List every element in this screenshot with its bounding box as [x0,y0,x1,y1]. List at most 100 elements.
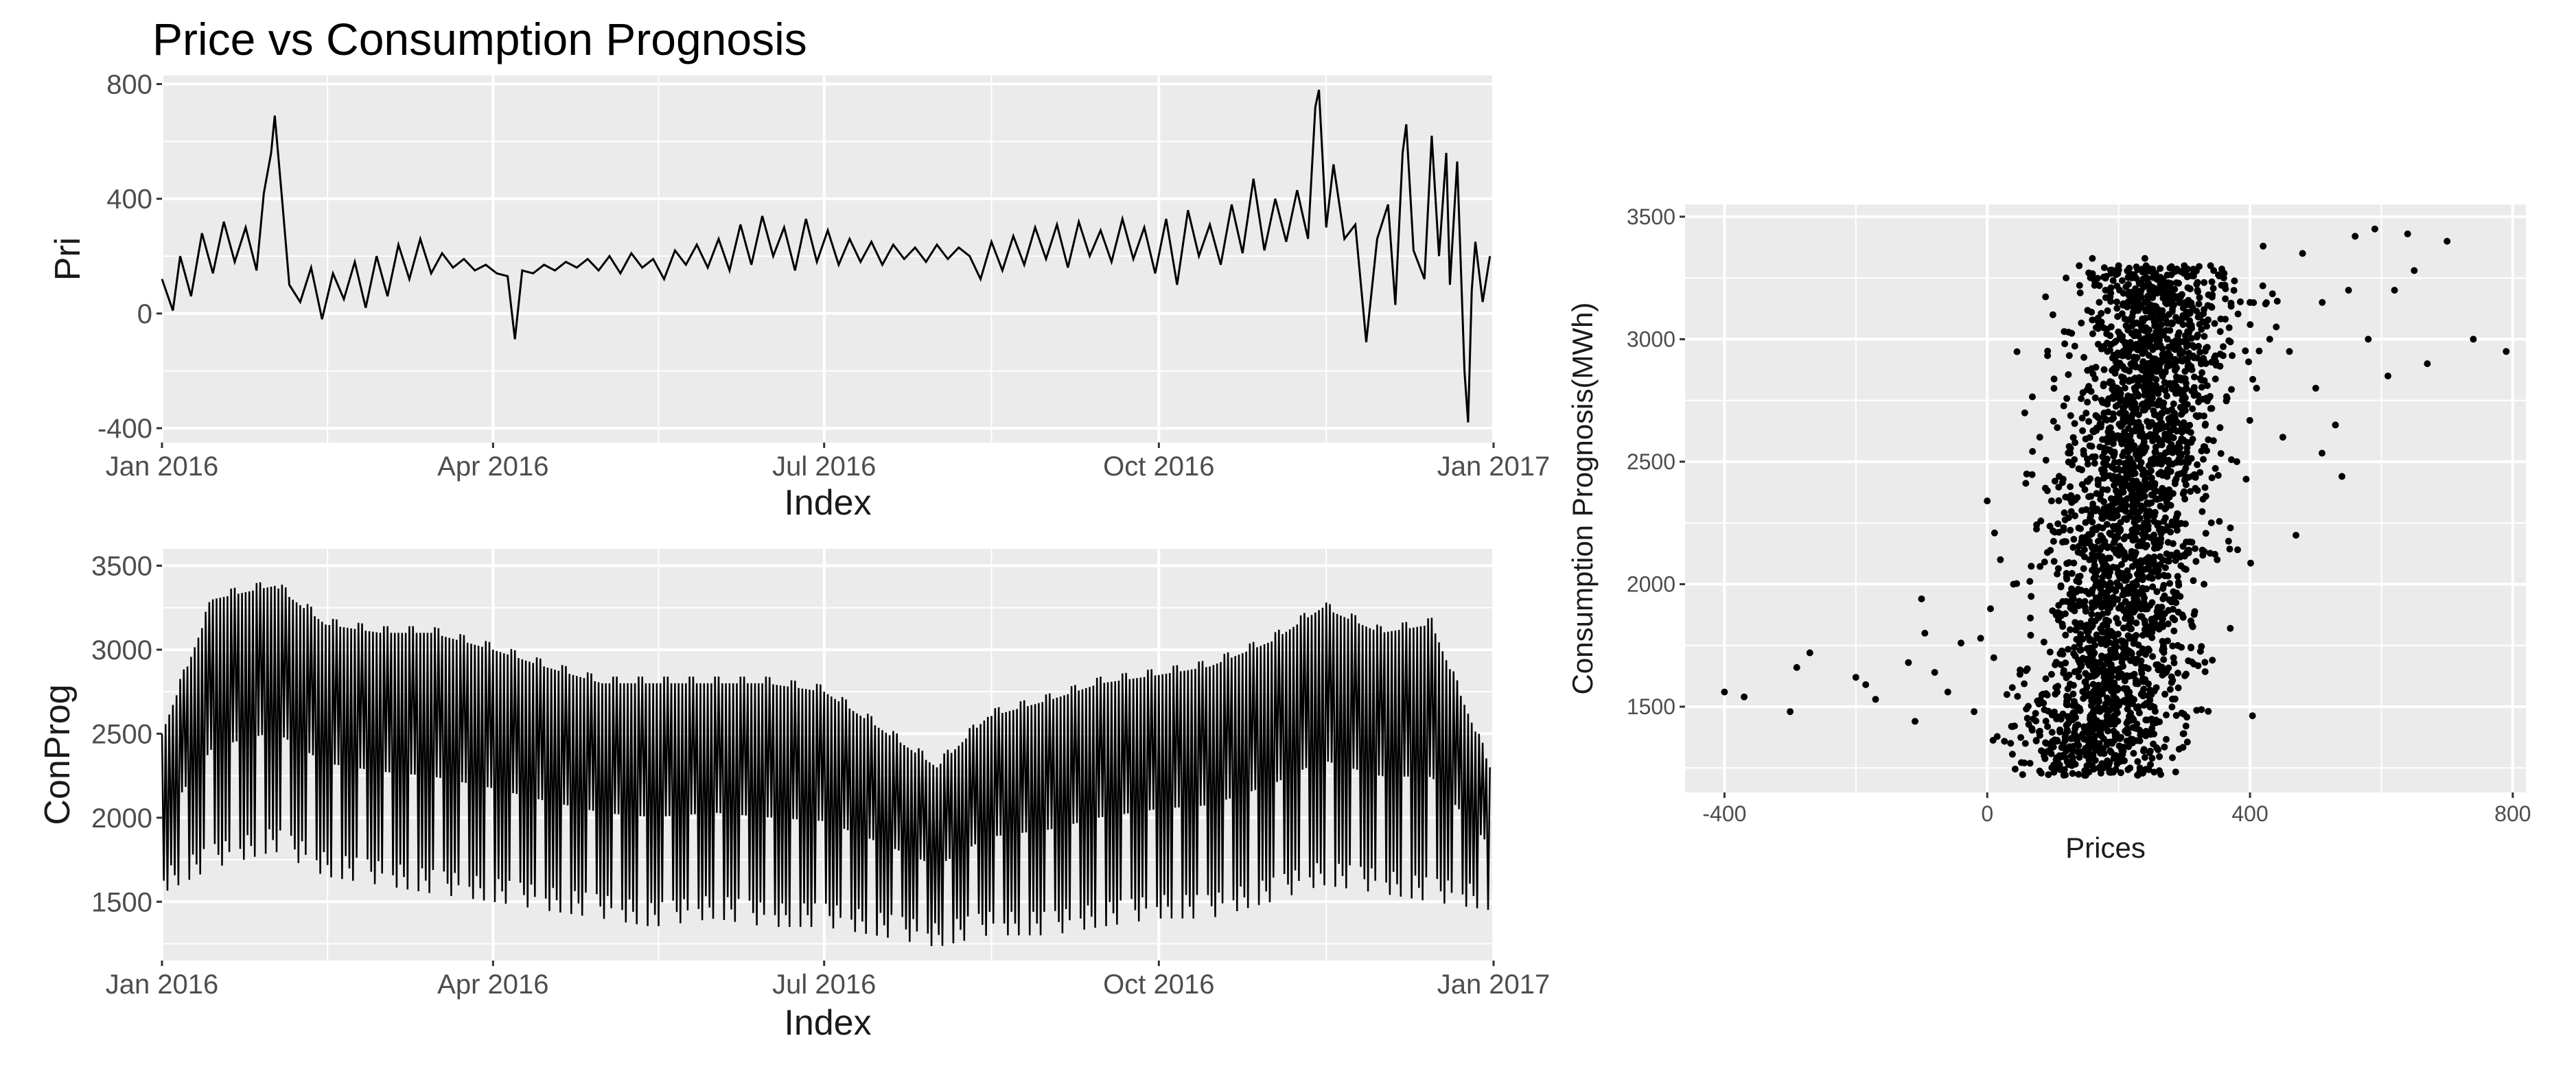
scatter-point [2163,320,2171,327]
scatter-x-tick-labels: -400 0 400 800 [1702,792,2531,826]
scatter-point [2203,382,2211,390]
sc-y-tick-label: 2000 [1627,572,1675,597]
scatter-point [2064,720,2072,728]
scatter-point [2099,524,2107,532]
scatter-point [2058,620,2066,628]
scatter-point [2209,437,2217,445]
scatter-point [2100,600,2107,607]
scatter-point [2168,703,2176,711]
scatter-point [2084,386,2091,393]
scatter-point [2115,620,2122,627]
scatter-point [1912,718,1918,725]
scatter-point [2071,342,2078,350]
scatter-point [2126,401,2133,408]
scatter-point [2157,553,2164,561]
scatter-point [2148,419,2155,426]
scatter-point [2201,659,2209,666]
scatter-point [2055,484,2063,491]
price-y-tick-label: 400 [106,185,152,215]
scatter-point [2208,474,2216,482]
scatter-point [2089,330,2096,338]
scatter-point [2168,308,2176,315]
scatter-point [2139,675,2146,683]
scatter-point [2163,392,2170,400]
scatter-point [2217,450,2225,457]
scatter-point [2103,416,2111,424]
scatter-point [2194,287,2201,294]
scatter-point [2146,326,2153,333]
scatter-point [2196,349,2204,356]
scatter-point [2165,558,2172,565]
scatter-point [2170,292,2178,300]
scatter-point [1918,595,1925,602]
scatter-point [2048,764,2056,771]
scatter-point [2147,761,2154,768]
scatter-point [2108,701,2115,708]
scatter-point [2164,436,2172,444]
scatter-point [2183,438,2190,446]
scatter-point [2093,694,2101,702]
scatter-point [2189,623,2196,631]
scatter-point [2157,321,2165,329]
scatter-point [2195,301,2203,308]
scatter-point [2246,416,2253,424]
scatter-point [2124,443,2131,451]
figure-title: Price vs Consumption Prognosis [152,14,807,64]
scatter-point [2189,304,2196,311]
scatter-point [2117,769,2124,777]
scatter-point [2163,336,2171,343]
scatter-point [2008,751,2016,758]
scatter-point [2140,746,2148,753]
scatter-point [2081,553,2088,561]
scatter-point [2148,510,2156,517]
scatter-point [2003,691,2010,698]
scatter-point [2142,605,2149,613]
scatter-point [2148,599,2156,607]
scatter-point [2134,771,2142,779]
scatter-point [2072,439,2079,447]
scatter-point [2470,336,2477,343]
scatter-point [2095,478,2102,485]
scatter-point [2049,607,2056,615]
scatter-point [2195,398,2202,405]
scatter-point [2179,730,2187,738]
scatter-point [2193,281,2201,288]
scatter-point [2109,563,2117,571]
con-y-tick-label: 2500 [91,719,152,749]
scatter-point [2025,720,2032,728]
sc-x-tick-label: 0 [1981,801,1993,826]
scatter-point [2042,675,2050,683]
scatter-point [2124,615,2132,622]
scatter-point [2202,421,2209,428]
scatter-point [2142,307,2150,315]
price-y-tick-label: 0 [137,299,152,329]
scatter-point [2145,574,2153,581]
scatter-point [2134,513,2142,520]
scatter-point [2141,754,2148,761]
scatter-point [2161,564,2169,572]
scatter-point [1905,659,1912,666]
scatter-point [2216,328,2224,336]
scatter-point [2161,495,2168,502]
scatter-point [2124,705,2131,713]
scatter-point [2063,560,2071,567]
scatter-point [2100,498,2107,506]
scatter-point [2201,484,2209,491]
scatter-point [2130,358,2137,366]
scatter-point [2067,735,2075,742]
scatter-point [2062,753,2069,761]
scatter-point [2109,647,2116,655]
scatter-point [2163,363,2171,370]
scatter-point [2028,563,2035,570]
scatter-point [2061,328,2068,336]
scatter-point [2080,565,2087,572]
scatter-point [2051,736,2058,744]
scatter-point [2032,737,2040,744]
scatter-point [2133,720,2141,728]
scatter-point [2062,610,2069,617]
scatter-point [2196,469,2204,476]
scatter-point [2133,263,2140,270]
scatter-point [2166,685,2174,693]
scatter-point [2052,690,2059,698]
scatter-point [2089,270,2096,277]
